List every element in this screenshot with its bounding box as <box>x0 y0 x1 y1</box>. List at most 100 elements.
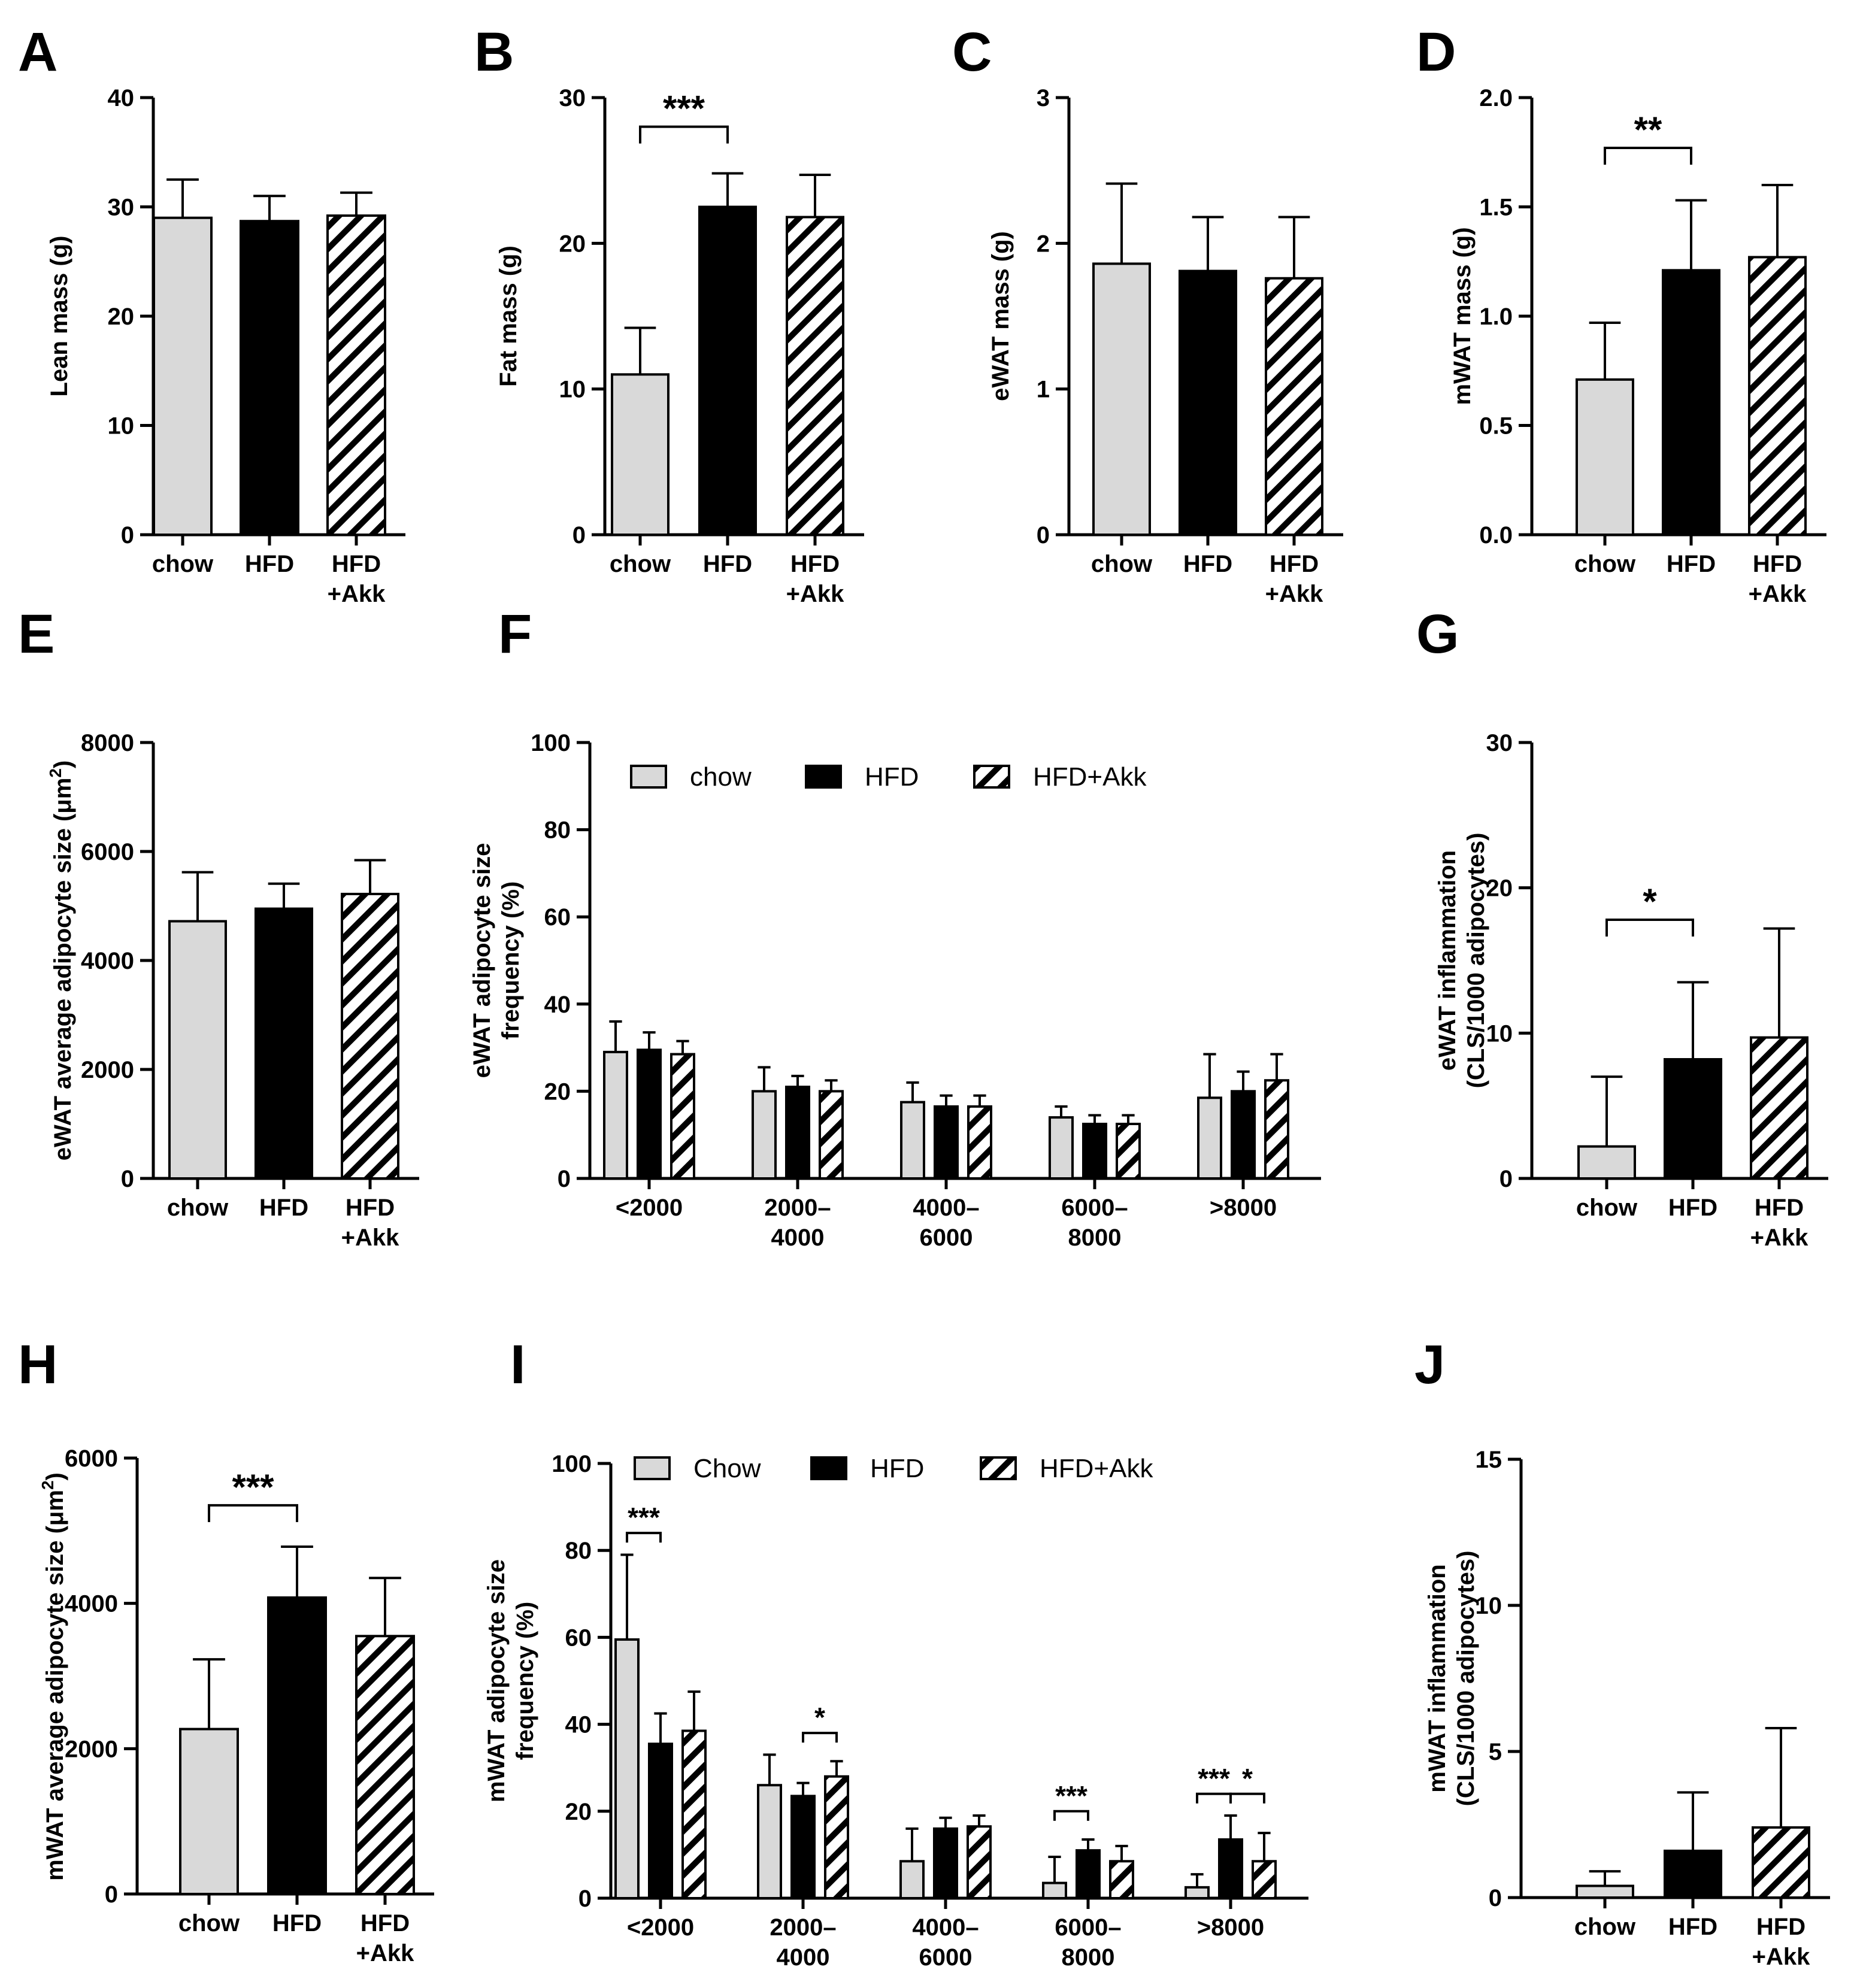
y-tick-label: 0 <box>558 1166 571 1192</box>
x-tick-label: 8000 <box>1068 1225 1122 1251</box>
bar-hfd-akk <box>1264 1079 1289 1180</box>
x-tick-label: 4000– <box>912 1914 979 1941</box>
x-tick-label: <2000 <box>627 1914 694 1941</box>
panel-b: B Fat mass (g) 0 10 20 30 chow HFD HFD +Akk *** <box>474 22 864 607</box>
panel-a: A Lean mass (g) 0 10 20 30 40 chow HFD HFD +Akk <box>18 22 405 607</box>
x-tick-label: 6000– <box>1055 1914 1121 1941</box>
y-tick-label: 30 <box>559 85 586 111</box>
bar-hfd-akk <box>341 892 399 1180</box>
y-tick-label: 20 <box>544 1078 571 1105</box>
x-tick-label: HFD <box>790 551 840 577</box>
y-tick-label: 60 <box>544 904 571 931</box>
x-tick-label: 2000– <box>764 1195 831 1221</box>
bar-hfd-akk <box>1752 1826 1810 1899</box>
y-tick-label: 6000 <box>65 1445 118 1472</box>
y-tick-label: 10 <box>559 377 586 403</box>
panel-label: J <box>1414 1334 1445 1395</box>
significance-label: *** <box>1198 1763 1230 1794</box>
bar-hfd <box>637 1048 662 1180</box>
bar-hfd <box>1662 269 1720 536</box>
bar-hfd <box>934 1105 959 1180</box>
y-tick-label: 40 <box>108 85 135 111</box>
x-tick-label: +Akk <box>1752 1944 1810 1970</box>
bar-hfd <box>255 907 313 1180</box>
x-tick-label: HFD <box>1183 551 1232 577</box>
y-tick-label: 2 <box>1037 231 1050 257</box>
x-tick-label: +Akk <box>341 1225 399 1251</box>
x-tick-label: HFD <box>1668 1195 1717 1221</box>
panel-label: C <box>952 22 992 83</box>
x-tick-label: 6000– <box>1061 1195 1128 1221</box>
bar-chow <box>900 1101 925 1180</box>
bar-hfd <box>933 1827 958 1900</box>
y-tick-label: 20 <box>1486 875 1513 902</box>
y-axis-label-superscript: 2 <box>38 1480 57 1490</box>
y-tick-label: 1.5 <box>1479 195 1513 221</box>
bar-hfd <box>1082 1123 1107 1180</box>
y-axis-label-close: ) <box>42 1472 68 1480</box>
significance-bracket <box>208 1504 298 1522</box>
legend-swatch-hfd <box>810 1456 847 1480</box>
x-tick-label: HFD <box>332 551 381 577</box>
bar-chow <box>1576 378 1634 536</box>
bar-hfd-akk <box>824 1775 849 1899</box>
bar-chow <box>1197 1096 1222 1180</box>
significance-label: *** <box>1055 1780 1087 1811</box>
x-tick-label: +Akk <box>356 1940 414 1966</box>
y-tick-label: 80 <box>544 817 571 844</box>
x-tick-label: HFD <box>1270 551 1319 577</box>
panel-label: F <box>498 604 532 665</box>
legend-label: HFD+Akk <box>1040 1454 1153 1483</box>
y-tick-label: 0 <box>572 522 586 548</box>
bar-hfd-akk <box>786 216 844 536</box>
panel-label: D <box>1416 22 1456 83</box>
y-tick-label: 3 <box>1037 85 1050 111</box>
y-axis-label-line1: mWAT inflammation <box>1424 1564 1450 1792</box>
y-tick-label: 0 <box>1489 1885 1502 1911</box>
significance-bracket <box>1053 1810 1089 1821</box>
bar-hfd <box>1231 1090 1256 1180</box>
x-tick-label: chow <box>1574 1914 1636 1940</box>
bar-hfd-akk <box>967 1825 992 1899</box>
y-tick-label: 10 <box>1486 1020 1513 1047</box>
significance-bracket <box>1604 146 1692 165</box>
y-tick-label: 60 <box>565 1625 592 1651</box>
y-tick-label: 4000 <box>81 948 134 974</box>
y-tick-label: 0.5 <box>1479 413 1513 440</box>
x-tick-label: 6000 <box>919 1944 973 1971</box>
x-tick-label: +Akk <box>1750 1225 1808 1251</box>
y-axis-label: Lean mass (g) <box>46 236 72 397</box>
bar-hfd <box>1664 1849 1722 1899</box>
x-tick-label: HFD <box>1756 1914 1805 1940</box>
bar-chow <box>603 1050 628 1180</box>
significance-label: *** <box>663 89 705 129</box>
bar-chow <box>153 216 213 536</box>
significance-bracket <box>626 1532 662 1543</box>
significance-label: *** <box>232 1467 274 1507</box>
bar-hfd-akk <box>326 214 386 537</box>
x-tick-label: HFD <box>1667 551 1716 577</box>
legend-swatch-hfd-akk <box>980 1456 1017 1480</box>
bar-hfd <box>1179 269 1237 536</box>
y-tick-label: 2000 <box>81 1057 134 1083</box>
bar-hfd <box>1664 1058 1722 1180</box>
significance-label: * <box>814 1702 825 1733</box>
legend-swatch-hfd-akk <box>973 765 1010 789</box>
y-axis-label-line2: (CLS/1000 adipocytes) <box>1453 1551 1479 1807</box>
bar-chow <box>1092 262 1151 536</box>
legend-label: Chow <box>693 1454 761 1483</box>
y-tick-label: 20 <box>559 231 586 257</box>
y-axis-label: mWAT mass (g) <box>1449 227 1476 405</box>
x-tick-label: HFD <box>361 1910 410 1937</box>
bar-hfd <box>648 1742 673 1900</box>
x-tick-label: HFD <box>703 551 752 577</box>
x-tick-label: chow <box>178 1910 240 1937</box>
bar-hfd-akk <box>1116 1123 1141 1180</box>
x-tick-label: >8000 <box>1197 1914 1264 1941</box>
y-tick-label: 0 <box>1037 522 1050 548</box>
y-tick-label: 0.0 <box>1479 522 1513 548</box>
x-tick-label: 6000 <box>920 1225 973 1251</box>
